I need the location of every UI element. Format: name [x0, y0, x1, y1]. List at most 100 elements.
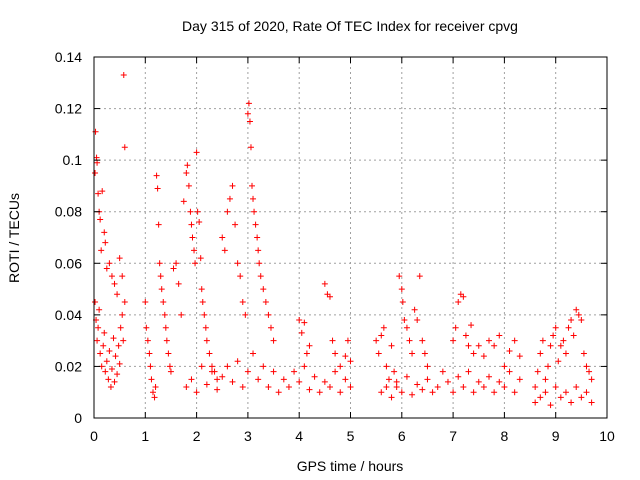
- data-point: [158, 286, 165, 293]
- data-point: [111, 378, 118, 385]
- data-point: [251, 208, 258, 215]
- data-point: [163, 337, 170, 344]
- data-point: [562, 389, 569, 396]
- data-point: [491, 389, 498, 396]
- data-point: [92, 170, 99, 177]
- data-point: [486, 373, 493, 380]
- data-point: [208, 363, 215, 370]
- data-point: [219, 234, 226, 241]
- data-point: [444, 378, 451, 385]
- x-tick-label: 1: [141, 428, 149, 444]
- data-point: [539, 337, 546, 344]
- data-point: [196, 219, 203, 226]
- data-point: [311, 373, 318, 380]
- data-point: [106, 347, 113, 354]
- data-point: [573, 384, 580, 391]
- data-point: [232, 221, 239, 228]
- data-point: [255, 247, 262, 254]
- data-point: [149, 389, 156, 396]
- data-point: [257, 273, 264, 280]
- data-point: [534, 368, 541, 375]
- data-point: [465, 342, 472, 349]
- data-point: [291, 368, 298, 375]
- data-point: [344, 337, 351, 344]
- data-point: [385, 376, 392, 383]
- data-point: [568, 399, 575, 406]
- data-point: [242, 311, 249, 318]
- data-point: [393, 378, 400, 385]
- data-point: [383, 384, 390, 391]
- data-point: [393, 384, 400, 391]
- data-point: [265, 311, 272, 318]
- data-point: [96, 306, 103, 313]
- data-point: [480, 384, 487, 391]
- data-point: [183, 384, 190, 391]
- data-point: [506, 347, 513, 354]
- data-point: [214, 376, 221, 383]
- data-point: [403, 324, 410, 331]
- data-point: [144, 337, 151, 344]
- data-point: [173, 260, 180, 267]
- data-point: [516, 376, 523, 383]
- data-point: [296, 378, 303, 385]
- data-point: [552, 384, 559, 391]
- axis-ticks: [93, 56, 608, 419]
- data-point: [250, 350, 257, 357]
- data-point: [275, 389, 282, 396]
- y-tick-label: 0.1: [63, 152, 83, 168]
- data-point: [398, 389, 405, 396]
- data-point: [185, 182, 192, 189]
- data-point: [226, 195, 233, 202]
- y-axis-title: ROTI / TECUs: [6, 193, 22, 283]
- data-point: [106, 260, 113, 267]
- data-point: [103, 358, 110, 365]
- data-point: [468, 322, 475, 329]
- data-point: [403, 373, 410, 380]
- data-point: [378, 389, 385, 396]
- data-point: [434, 384, 441, 391]
- data-point: [102, 239, 109, 246]
- data-point: [452, 324, 459, 331]
- data-point: [496, 332, 503, 339]
- data-point: [565, 324, 572, 331]
- data-point: [460, 293, 467, 300]
- data-point: [429, 389, 436, 396]
- data-point: [578, 317, 585, 324]
- data-point: [100, 342, 107, 349]
- data-point: [178, 311, 185, 318]
- data-point: [455, 298, 462, 305]
- y-tick-label: 0.12: [55, 101, 82, 117]
- data-point: [332, 368, 339, 375]
- data-point: [189, 234, 196, 241]
- data-point: [332, 350, 339, 357]
- data-point: [95, 324, 102, 331]
- data-point: [120, 337, 127, 344]
- data-point: [270, 368, 277, 375]
- data-point: [470, 389, 477, 396]
- y-tick-label: 0.06: [55, 255, 82, 271]
- data-point: [450, 337, 457, 344]
- data-point: [414, 317, 421, 324]
- data-point: [511, 389, 518, 396]
- data-point: [586, 368, 593, 375]
- data-point: [337, 389, 344, 396]
- data-point: [480, 353, 487, 360]
- data-point: [224, 363, 231, 370]
- data-point: [161, 311, 168, 318]
- data-point: [156, 260, 163, 267]
- data-point: [97, 350, 104, 357]
- data-point: [462, 332, 469, 339]
- data-point: [105, 376, 112, 383]
- data-point: [375, 350, 382, 357]
- data-point: [347, 384, 354, 391]
- data-point: [153, 172, 160, 179]
- data-point: [537, 394, 544, 401]
- data-point: [439, 368, 446, 375]
- data-point: [198, 363, 205, 370]
- data-point: [203, 381, 210, 388]
- data-point: [94, 159, 101, 166]
- data-point: [588, 376, 595, 383]
- data-point: [511, 337, 518, 344]
- data-point: [580, 350, 587, 357]
